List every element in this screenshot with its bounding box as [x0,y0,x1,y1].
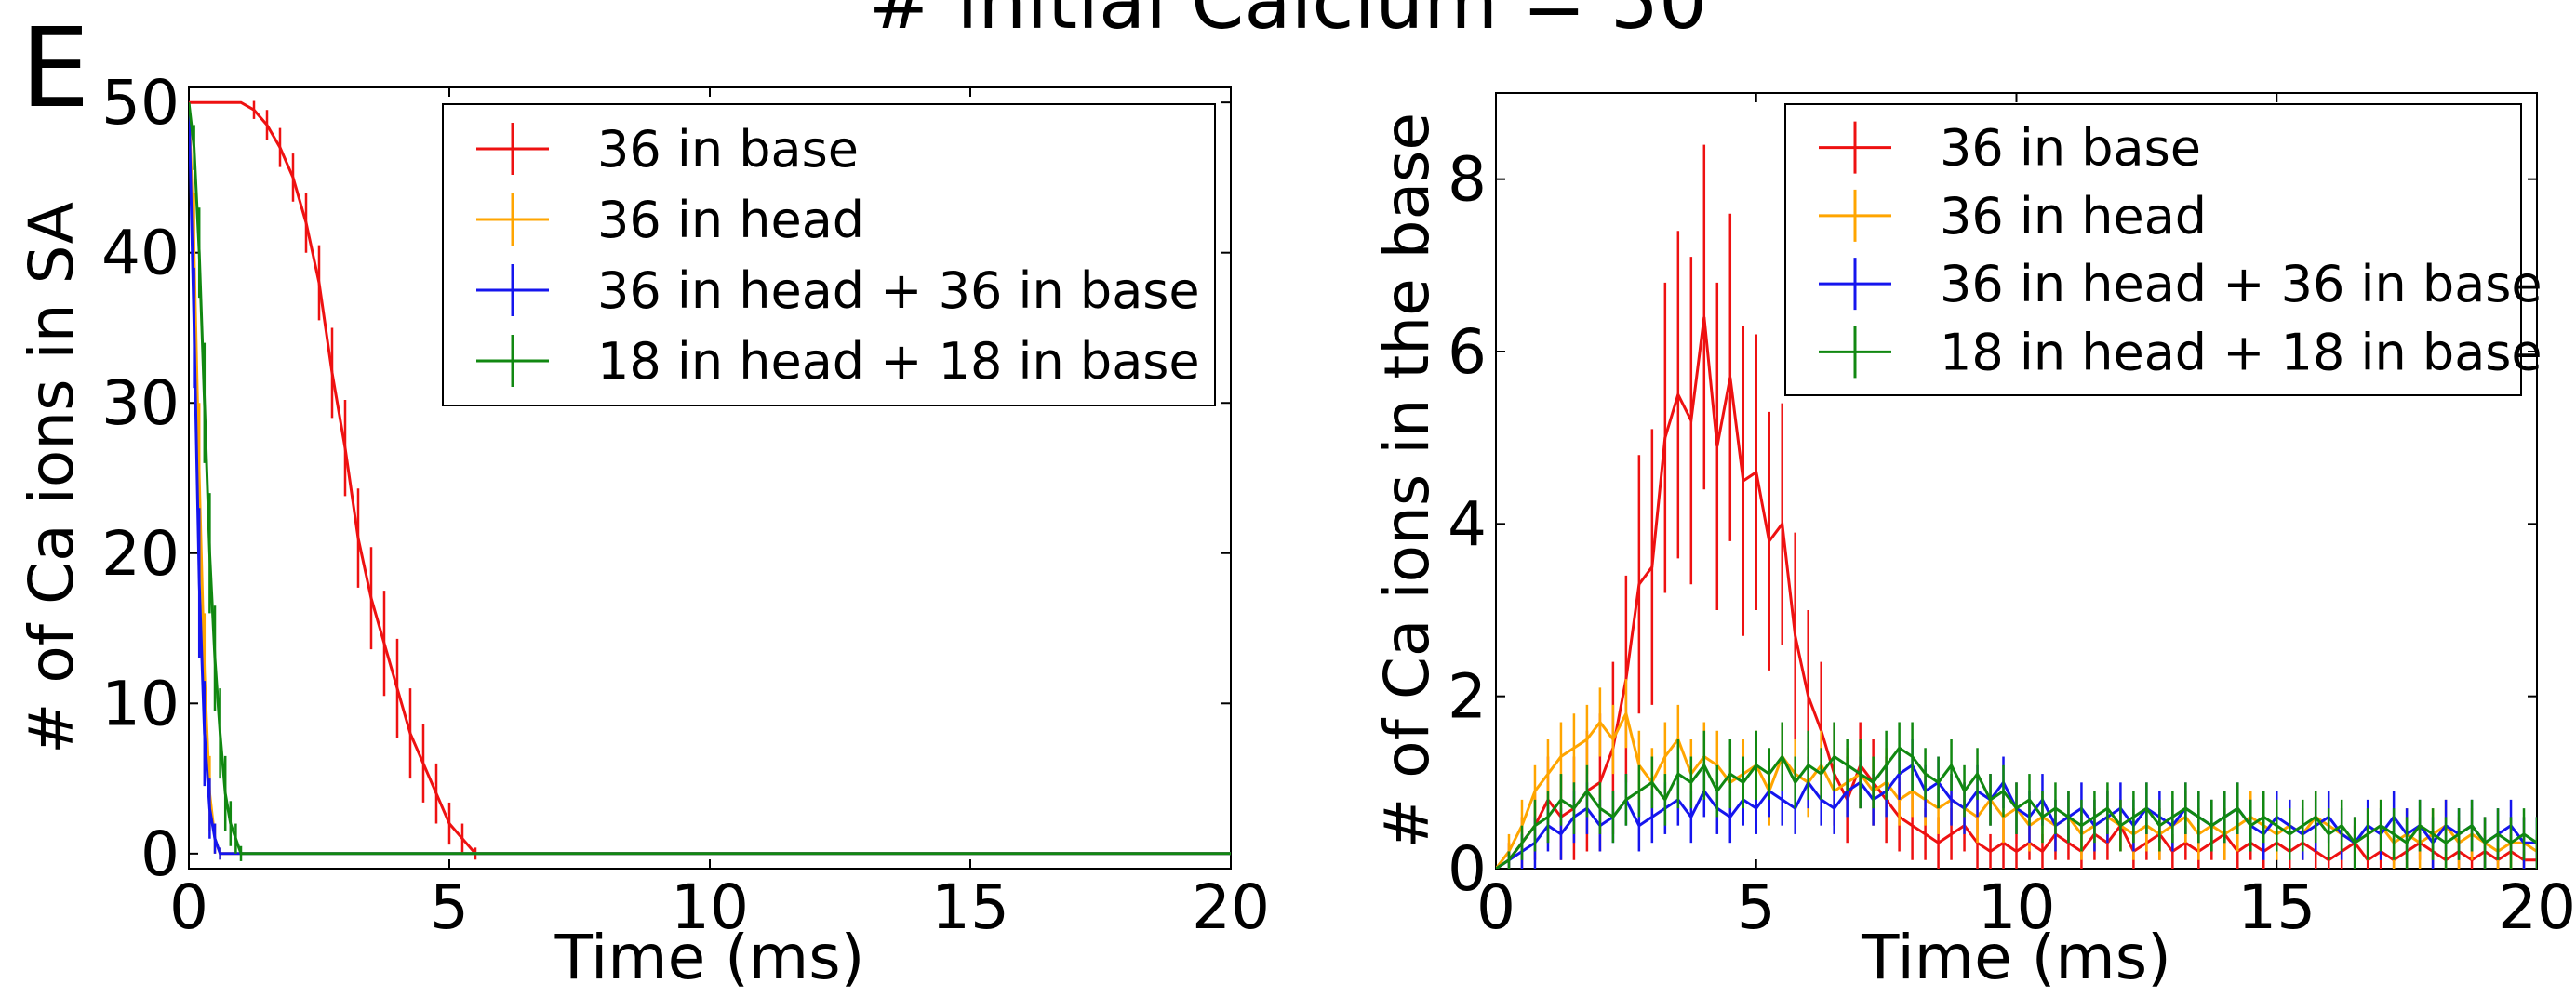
y-tick-label: 50 [101,67,180,139]
legend-item: 36 in head [1819,187,2207,246]
legend-item: 36 in base [476,120,859,179]
legend-label: 36 in head [1940,187,2207,246]
series-3 [189,102,1231,860]
legend-label: 36 in base [597,120,859,179]
y-axis-label: # of Ca ions in SA [16,202,87,754]
series-4 [189,102,1231,861]
legend-item: 18 in head + 18 in base [1819,323,2543,381]
y-tick-label: 10 [101,668,180,739]
legend-label: 18 in head + 18 in base [597,332,1200,391]
legend-item: 36 in head + 36 in base [1819,255,2543,313]
legend: 36 in base 36 in head 36 in head + 36 in b… [1784,103,2543,396]
figure-title: # initial Calcium = 50 [868,0,1708,47]
y-axis-label: # of Ca ions in the base [1371,113,1443,849]
legend-box [1784,103,2522,396]
x-axis-label: Time (ms) [1861,922,2171,993]
x-axis-label: Time (ms) [554,922,865,993]
plot-area [1496,144,2537,869]
x-tick-label: 5 [430,871,469,943]
plot-area [189,100,1231,861]
y-tick-label: 20 [101,518,180,590]
legend-box [442,103,1216,406]
x-tick-label: 20 [1192,871,1270,943]
x-tick-label: 15 [931,871,1009,943]
panel-letter: E [20,4,90,132]
x-tick-label: 15 [2237,871,2316,943]
legend: 36 in base 36 in head 36 in head + 36 in b… [442,103,1216,406]
series-4 [1496,722,2537,869]
y-tick-label: 4 [1448,488,1487,560]
y-tick-label: 8 [1448,144,1487,216]
legend-item: 36 in head + 36 in base [476,261,1200,320]
legend-label: 18 in head + 18 in base [1940,323,2543,381]
x-tick-label: 0 [169,871,208,943]
y-tick-label: 0 [1448,833,1487,905]
x-tick-label: 10 [1978,871,2056,943]
legend-item: 18 in head + 18 in base [476,332,1200,391]
legend-label: 36 in base [1940,119,2201,178]
y-tick-label: 0 [140,818,180,890]
x-tick-label: 5 [1737,871,1776,943]
legend-item: 36 in head [476,191,864,249]
x-tick-label: 10 [671,871,749,943]
legend-item: 36 in base [1819,119,2201,178]
legend-label: 36 in head + 36 in base [1940,255,2543,313]
y-tick-label: 6 [1448,316,1487,388]
y-tick-label: 2 [1448,661,1487,733]
chart-panel-2: 0 5 10 15 20 0 2 4 6 8 Time (ms) # of Ca ions in th… [1371,92,2576,993]
legend-label: 36 in head [597,191,864,249]
x-tick-label: 20 [2498,871,2576,943]
legend-label: 36 in head + 36 in base [597,261,1200,320]
x-tick-label: 0 [1476,871,1515,943]
series-1 [189,100,1231,860]
y-tick-label: 30 [101,367,180,439]
y-tick-label: 40 [101,218,180,289]
chart-panel-1: 0 5 10 15 20 0 10 20 30 40 50 Time (ms) # of Ca ions… [16,67,1270,993]
